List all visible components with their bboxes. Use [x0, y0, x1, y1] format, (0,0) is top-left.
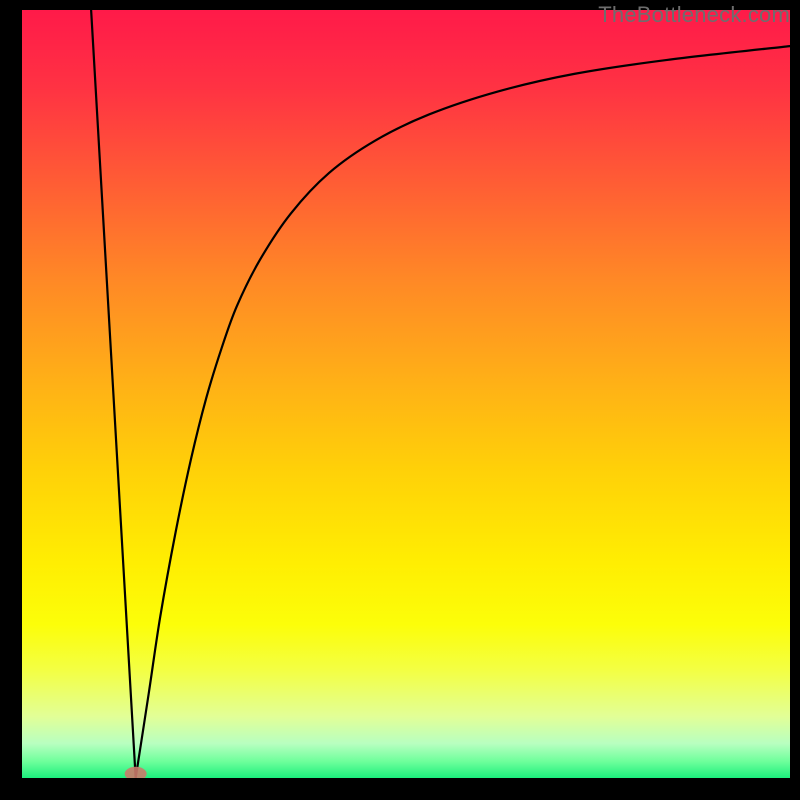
watermark-text: TheBottleneck.com [598, 2, 790, 28]
bottleneck-chart-svg [0, 0, 800, 800]
chart-stage: TheBottleneck.com [0, 0, 800, 800]
frame-right [790, 0, 800, 800]
frame-bottom [0, 778, 800, 800]
frame-left [0, 0, 22, 800]
